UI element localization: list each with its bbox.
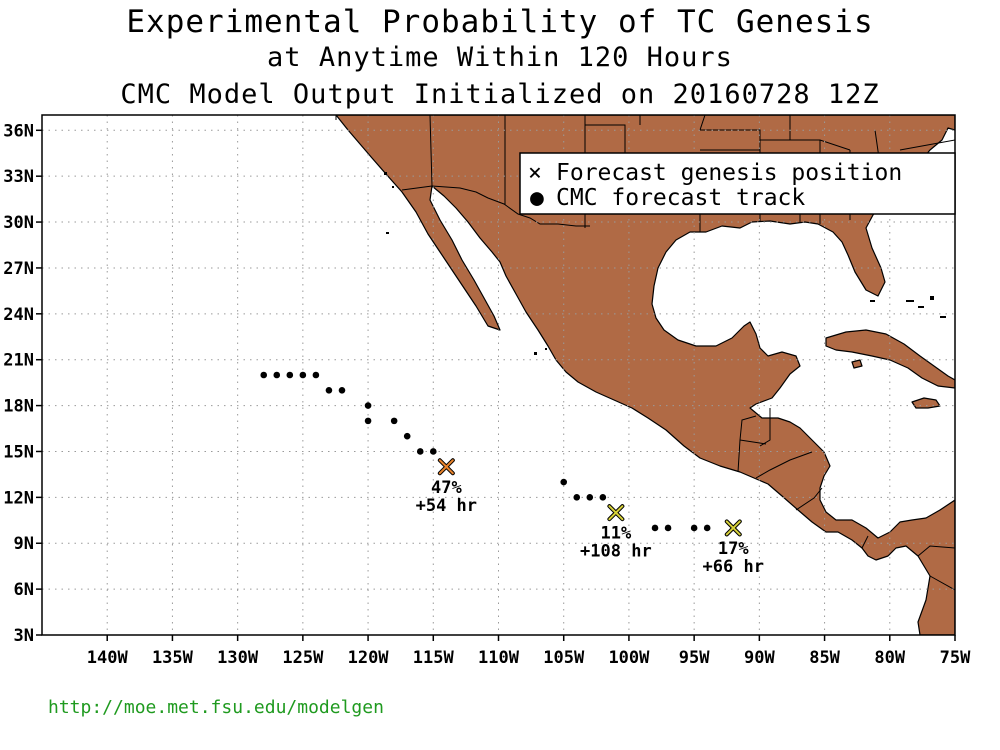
track-point [338,386,346,394]
legend-genesis-label: Forecast genesis position [556,160,902,186]
land-cuba [825,329,955,389]
track-point [312,371,320,379]
track-point [260,371,268,379]
track-point [703,524,711,532]
x-tick-label: 90W [744,648,775,668]
x-tick-label: 130W [217,648,259,668]
track-point [403,432,411,440]
track-point [390,417,398,425]
source-url[interactable]: http://moe.met.fsu.edu/modelgen [48,697,384,718]
land-isla-juventud [851,359,863,369]
land-mainland [335,115,955,635]
genesis-marker [607,504,625,522]
y-tick-label: 30N [3,213,34,233]
x-tick-label: 100W [608,648,650,668]
genesis-marker [437,458,455,476]
genesis-probability: 17% [718,539,749,559]
x-tick-label: 80W [874,648,905,668]
track-point [273,371,281,379]
title-line-1: Experimental Probability of TC Genesis [126,4,873,40]
title-line-2: at Anytime Within 120 Hours [267,42,733,73]
y-tick-label: 18N [3,397,34,417]
x-tick-label: 135W [152,648,194,668]
legend-track-symbol: ● [530,185,544,211]
genesis-lead-time: +66 hr [703,557,764,577]
track-point [299,371,307,379]
genesis-x-fill [608,505,624,521]
legend-track-label: CMC forecast track [556,185,805,211]
track-point [599,494,607,501]
y-tick-label: 6N [14,580,34,600]
y-tick-label: 15N [3,442,34,462]
x-axis: 140W 135W 130W 125W 120W 115W 110W 105W 100W 95W 9… [87,635,971,668]
x-tick-label: 110W [478,648,520,668]
track-point [416,448,424,455]
track-point [364,402,372,409]
legend: × Forecast genesis position ● CMC foreca… [519,152,956,215]
x-tick-label: 105W [543,648,585,668]
graticule [42,115,955,635]
y-tick-label: 36N [3,121,34,141]
track-point [586,494,594,501]
genesis-marker [724,519,742,537]
track-point [664,524,672,532]
track-point [560,478,568,486]
forecast-tracks [260,371,711,532]
legend-genesis-symbol: × [528,160,542,186]
x-tick-label: 95W [679,648,710,668]
track-point [429,448,437,455]
track-point [364,417,372,425]
x-tick-label: 140W [87,648,129,668]
title-line-3: CMC Model Output Initialized on 20160728… [120,79,879,110]
track-point [690,524,698,532]
genesis-lead-time: +54 hr [416,496,477,516]
map-land-layer [335,115,955,635]
y-tick-label: 12N [3,488,34,508]
x-tick-label: 75W [940,648,971,668]
legend-box [519,152,956,215]
track-point [286,371,294,379]
y-tick-label: 27N [3,259,34,279]
y-tick-label: 9N [14,534,34,554]
y-tick-label: 33N [3,167,34,187]
y-tick-label: 24N [3,305,34,325]
y-tick-label: 3N [14,626,34,646]
track-point [573,494,581,501]
x-tick-label: 125W [282,648,324,668]
genesis-probability: 47% [431,478,462,498]
y-tick-label: 21N [3,351,34,371]
x-tick-label: 115W [413,648,455,668]
land-islets [384,172,946,355]
x-tick-label: 85W [809,648,840,668]
genesis-points: 47%+54 hr 11%+108 hr 17%+66 hr [416,458,764,577]
genesis-lead-time: +108 hr [580,542,652,562]
track-point [325,386,333,394]
genesis-probability: 11% [601,524,632,544]
y-axis: 3N 6N 9N 12N 15N 18N 21N 24N 27N 30N 33N 36N [3,121,42,646]
x-tick-label: 120W [348,648,390,668]
genesis-x-fill [438,459,454,475]
genesis-x-fill [725,520,741,536]
track-point [651,524,659,532]
